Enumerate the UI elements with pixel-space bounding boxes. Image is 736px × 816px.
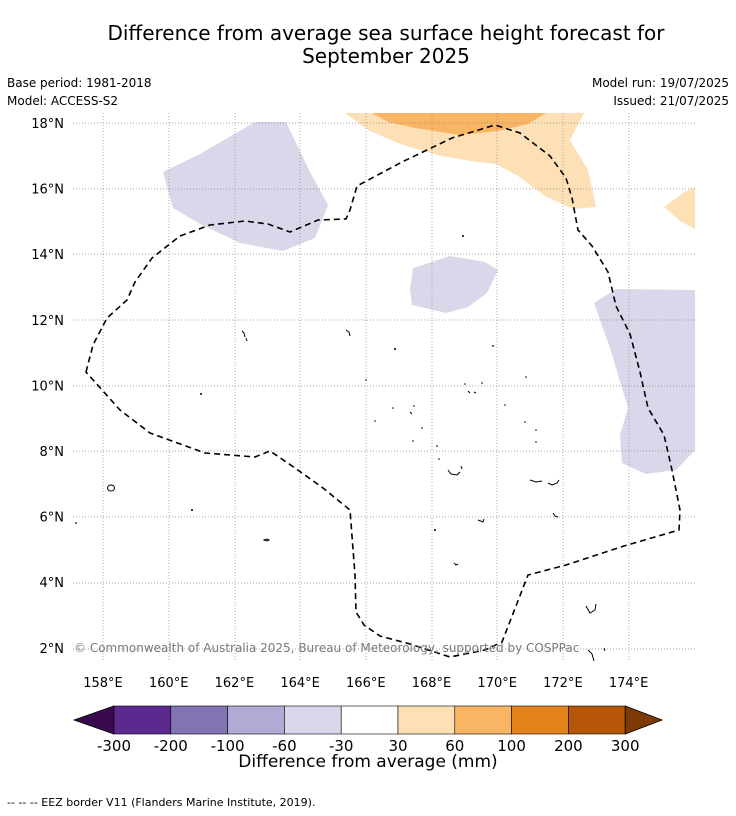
model-text: Model: ACCESS-S2 — [7, 94, 119, 108]
lat-tick-label: 8°N — [40, 445, 65, 460]
island — [107, 484, 115, 492]
lon-tick-label: 168°E — [412, 676, 452, 691]
colorbar-tick-label: 60 — [445, 737, 464, 755]
eez-footnote: -- -- -- EEZ border V11 (Flanders Marine… — [7, 796, 316, 809]
meta-right: Model run: 19/07/2025 Issued: 21/07/2025 — [592, 74, 729, 110]
colorbar-tick-label: -100 — [211, 737, 245, 755]
colorbar-segment — [454, 705, 512, 735]
island — [262, 538, 271, 542]
colorbar-segment — [170, 705, 228, 735]
island — [529, 479, 560, 486]
negative-anomaly-patch — [594, 289, 695, 474]
lon-tick-label: 162°E — [215, 676, 255, 691]
colorbar-tick-label: 200 — [554, 737, 583, 755]
colorbar-tick-label: 300 — [611, 737, 640, 755]
island — [453, 562, 459, 566]
island — [447, 465, 463, 476]
latitude-labels: 18°N 16°N 14°N 12°N 10°N 8°N 6°N 4°N 2°N — [31, 117, 64, 657]
issued-text: Issued: 21/07/2025 — [613, 94, 729, 108]
lat-tick-label: 18°N — [31, 117, 64, 132]
colorbar-extend-high — [624, 705, 664, 735]
lat-tick-label: 16°N — [31, 183, 64, 198]
colorbar-label: Difference from average (mm) — [0, 752, 736, 772]
colorbar-label-text: Difference from average (mm) — [238, 752, 498, 772]
lon-tick-label: 174°E — [609, 676, 649, 691]
lon-tick-label: 158°E — [83, 676, 123, 691]
island — [241, 330, 248, 342]
negative-anomaly-patch — [410, 256, 498, 313]
lat-tick-label: 14°N — [31, 248, 64, 263]
lon-tick-label: 170°E — [477, 676, 517, 691]
colorbar-segment — [511, 705, 569, 735]
positive-anomaly-patch — [664, 187, 695, 229]
colorbar-tick-label: -200 — [154, 737, 188, 755]
lat-tick-label: 10°N — [31, 379, 64, 394]
island — [345, 329, 351, 337]
map-title-line2: September 2025 — [302, 44, 470, 68]
model-run-text: Model run: 19/07/2025 — [591, 76, 729, 90]
negative-anomaly-patch — [163, 122, 328, 251]
colorbar-tick-label: -300 — [97, 737, 131, 755]
positive-anomaly-patch — [345, 113, 596, 209]
colorbar-tick-label: -60 — [272, 737, 297, 755]
lon-tick-label: 160°E — [149, 676, 189, 691]
map-title: Difference from average sea surface heig… — [0, 22, 736, 68]
island-dots — [75, 235, 537, 531]
lon-tick-label: 164°E — [280, 676, 320, 691]
lat-tick-label: 2°N — [40, 642, 65, 657]
eez-border — [85, 124, 681, 658]
map-title-line1: Difference from average sea surface heig… — [107, 21, 665, 45]
colorbar-segment — [568, 705, 626, 735]
gridlines — [73, 113, 695, 661]
lat-tick-label: 6°N — [40, 511, 65, 526]
colorbar-tick-label: -30 — [329, 737, 354, 755]
colorbar-tick-label: 100 — [497, 737, 526, 755]
positive-anomaly-patch-strong — [372, 113, 546, 135]
lon-tick-label: 172°E — [543, 676, 583, 691]
colorbar-segment — [113, 705, 172, 735]
lat-tick-label: 12°N — [31, 314, 64, 329]
colorbar-extend-low — [72, 705, 115, 735]
colorbar-tick-label: 30 — [388, 737, 407, 755]
island — [467, 390, 477, 394]
lat-tick-label: 4°N — [40, 576, 65, 591]
longitude-labels: 158°E 160°E 162°E 164°E 166°E 168°E 170°E 172°E… — [83, 676, 648, 691]
map-area — [73, 113, 695, 661]
island — [477, 518, 485, 523]
base-period-text: Base period: 1981-2018 — [7, 76, 152, 90]
island — [587, 647, 606, 661]
copyright-text: © Commonwealth of Australia 2025, Bureau… — [74, 641, 580, 655]
colorbar-segment — [284, 705, 342, 735]
island — [409, 411, 413, 415]
colorbar: -300 -200 -100 -60 -30 30 60 100 200 300 — [72, 705, 664, 755]
island — [552, 512, 559, 518]
colorbar-segment — [227, 705, 285, 735]
islands — [107, 329, 606, 661]
colorbar-segment — [397, 705, 456, 735]
meta-left: Base period: 1981-2018 Model: ACCESS-S2 — [7, 74, 152, 110]
lon-tick-label: 166°E — [346, 676, 386, 691]
colorbar-segment — [340, 705, 399, 735]
island — [585, 603, 597, 614]
